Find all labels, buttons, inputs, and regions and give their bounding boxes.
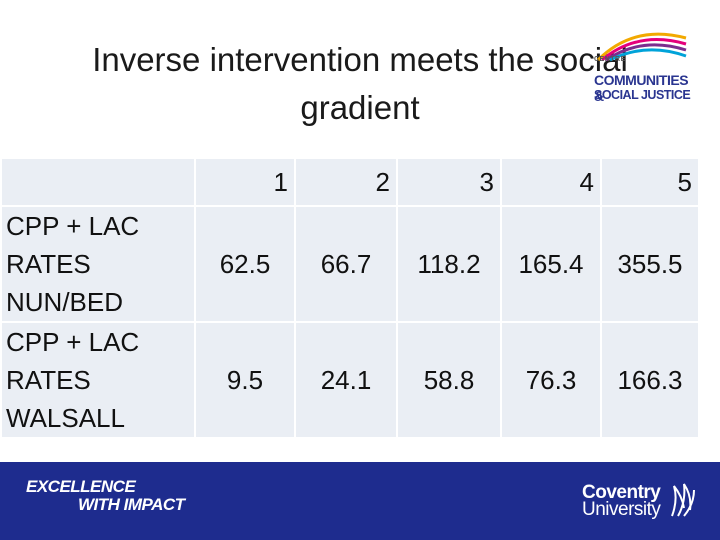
communities-social-justice-logo: CENTRE COMMUNITIES & SOCIAL JUSTICE xyxy=(590,28,694,104)
row-label-nun-bed: CPP + LAC RATES NUN/BED xyxy=(2,207,194,321)
footer-bar: EXCELLENCE WITH IMPACT Coventry Universi… xyxy=(0,462,720,540)
excellence-line-1: EXCELLENCE xyxy=(26,477,136,496)
table-header-cell: 2 xyxy=(296,159,396,205)
excellence-line-2: WITH IMPACT xyxy=(78,495,185,514)
row-label-walsall: CPP + LAC RATES WALSALL xyxy=(2,323,194,437)
excellence-with-impact-logo: EXCELLENCE WITH IMPACT xyxy=(26,478,185,514)
logo-arcs-icon xyxy=(596,32,687,62)
slide-title-line-2: gradient xyxy=(300,89,420,126)
table-cell: 165.4 xyxy=(502,207,600,321)
rates-table: 1 2 3 4 5 CPP + LAC RATES NUN/BED 62.5 6… xyxy=(0,157,700,439)
logo-small-text: CENTRE xyxy=(594,56,626,63)
row-label-line: NUN/BED xyxy=(6,287,124,317)
university-line-1: Coventry xyxy=(582,482,661,503)
university-line-2: University xyxy=(582,499,661,520)
slide-title-line-1: Inverse intervention meets the social xyxy=(92,41,628,78)
table-header-row: 1 2 3 4 5 xyxy=(2,159,698,205)
table-cell: 62.5 xyxy=(196,207,294,321)
row-label-line: WALSALL xyxy=(6,403,125,433)
coventry-university-logo: Coventry University xyxy=(582,482,661,520)
table-header-cell: 3 xyxy=(398,159,500,205)
table-header-cell: 5 xyxy=(602,159,698,205)
row-label-line: CPP + LAC xyxy=(6,327,140,357)
logo-text-line-2: SOCIAL JUSTICE xyxy=(594,88,691,102)
table-cell: 76.3 xyxy=(502,323,600,437)
table-cell: 355.5 xyxy=(602,207,698,321)
table-cell: 58.8 xyxy=(398,323,500,437)
table-cell: 118.2 xyxy=(398,207,500,321)
table-cell: 9.5 xyxy=(196,323,294,437)
table-cell: 166.3 xyxy=(602,323,698,437)
table-cell: 66.7 xyxy=(296,207,396,321)
row-label-line: RATES xyxy=(6,249,91,279)
table-corner-cell xyxy=(2,159,194,205)
logo-text-line-1: COMMUNITIES & xyxy=(594,72,689,104)
table-row: CPP + LAC RATES WALSALL 9.5 24.1 58.8 76… xyxy=(2,323,698,437)
row-label-line: CPP + LAC xyxy=(6,211,140,241)
slide-title: Inverse intervention meets the social gr… xyxy=(40,36,680,132)
table-header-cell: 1 xyxy=(196,159,294,205)
table-row: CPP + LAC RATES NUN/BED 62.5 66.7 118.2 … xyxy=(2,207,698,321)
table-header-cell: 4 xyxy=(502,159,600,205)
table-cell: 24.1 xyxy=(296,323,396,437)
row-label-line: RATES xyxy=(6,365,91,395)
phoenix-icon xyxy=(671,483,695,517)
